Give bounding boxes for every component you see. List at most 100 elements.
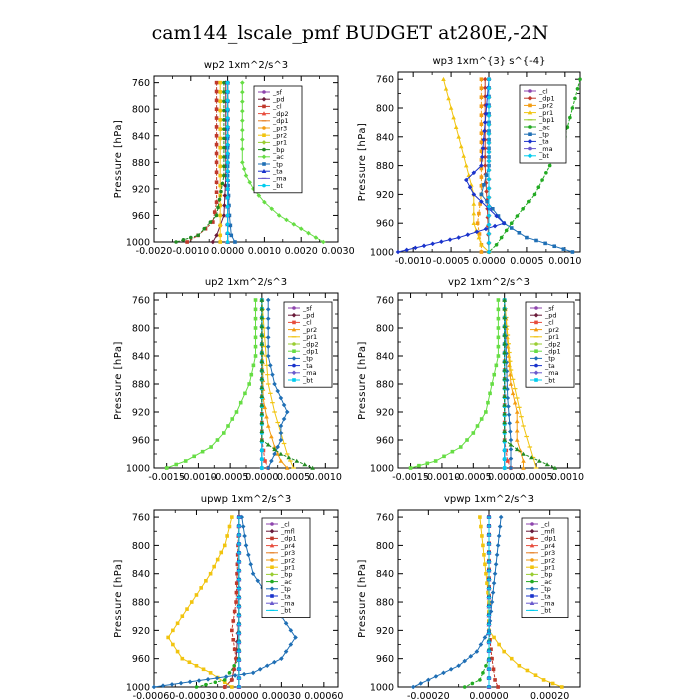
- x-tick-label: -0.0015: [148, 472, 185, 483]
- legend-marker: [261, 96, 267, 102]
- x-tick-label: 0.00000: [219, 691, 258, 700]
- legend-marker: [291, 327, 297, 332]
- series-marker: [281, 402, 287, 408]
- series-marker: [272, 381, 277, 387]
- x-tick-label: 0.0005: [277, 472, 310, 483]
- series-marker: [498, 514, 504, 520]
- series-marker: [471, 211, 477, 216]
- series-marker: [225, 178, 230, 182]
- series-marker: [529, 455, 534, 460]
- y-tick-label: 840: [376, 569, 394, 580]
- x-tick-label: 0.00000: [469, 691, 508, 700]
- legend-entry: _pr2: [538, 102, 553, 110]
- series-marker: [275, 451, 281, 456]
- series-marker: [496, 354, 501, 358]
- legend-marker: [292, 349, 296, 353]
- legend-entry: _dp1: [538, 95, 555, 103]
- series-marker: [479, 122, 484, 126]
- series-marker: [453, 124, 459, 129]
- legend-marker: [530, 565, 534, 569]
- series-marker: [215, 438, 220, 442]
- series-marker: [508, 447, 514, 452]
- series-marker: [463, 163, 469, 168]
- series-marker: [225, 80, 230, 85]
- series-marker: [214, 151, 219, 156]
- series-marker: [231, 619, 236, 623]
- series-marker: [506, 412, 512, 418]
- y-tick-label: 800: [376, 104, 394, 115]
- y-axis-label: Pressure [hPa]: [113, 120, 124, 199]
- series-marker: [222, 678, 227, 682]
- series-marker: [492, 635, 496, 640]
- y-tick-label: 840: [132, 131, 150, 142]
- series-marker: [241, 671, 247, 677]
- y-tick-label: 1000: [370, 464, 394, 475]
- legend-marker: [534, 306, 538, 310]
- x-tick-label: -0.0010: [172, 246, 209, 257]
- series-marker: [476, 235, 482, 240]
- y-tick-label: 880: [376, 598, 394, 609]
- series-marker: [187, 679, 193, 685]
- series-marker: [471, 220, 477, 225]
- series-marker: [486, 113, 492, 118]
- series-marker: [243, 173, 249, 178]
- legend-entry: _dp2: [272, 110, 289, 118]
- series-marker: [214, 200, 219, 204]
- series-marker: [208, 571, 213, 576]
- legend-marker: [534, 349, 538, 353]
- series-marker: [514, 437, 520, 442]
- series-marker: [458, 144, 464, 149]
- series-marker: [225, 151, 230, 156]
- legend-marker: [270, 558, 274, 562]
- series-marker: [505, 386, 510, 392]
- series-marker: [275, 388, 281, 394]
- series-marker: [259, 341, 265, 346]
- series-marker: [483, 562, 487, 567]
- series-marker: [499, 235, 504, 240]
- y-tick-label: 760: [132, 78, 150, 89]
- x-tick-label: -0.0010: [395, 256, 432, 267]
- legend-marker: [528, 146, 532, 151]
- legend-marker: [533, 327, 539, 332]
- series-marker: [253, 354, 258, 358]
- series-marker: [218, 108, 223, 113]
- series-marker: [214, 98, 219, 103]
- legend-marker: [269, 528, 275, 534]
- y-tick-label: 760: [376, 513, 394, 524]
- series-marker: [525, 235, 529, 240]
- series-marker: [479, 524, 483, 529]
- page-title: cam144_lscale_pmf BUDGET at280E,-2N: [151, 22, 549, 44]
- series-marker: [232, 673, 238, 678]
- legend-marker: [270, 579, 274, 584]
- series-marker: [278, 458, 284, 463]
- legend-entry: _bt: [272, 182, 283, 190]
- series-marker: [208, 220, 213, 224]
- series-marker: [180, 656, 185, 661]
- legend-entry: _bp: [540, 571, 553, 579]
- series-marker: [482, 85, 488, 91]
- series-marker: [514, 409, 520, 414]
- series-marker: [259, 306, 265, 311]
- series-marker: [240, 80, 245, 85]
- series-marker: [441, 670, 446, 676]
- y-tick-label: 920: [376, 190, 394, 201]
- series-marker: [486, 95, 492, 100]
- series-line: [166, 300, 256, 469]
- legend-entry: _pr2: [280, 556, 295, 564]
- series-marker: [521, 458, 526, 463]
- legend-marker: [529, 528, 535, 534]
- legend-marker: [269, 572, 275, 577]
- series-marker: [222, 80, 226, 85]
- y-axis-label: Pressure [hPa]: [357, 341, 368, 420]
- series-marker: [214, 142, 219, 147]
- series-marker: [232, 647, 237, 652]
- series-marker: [413, 245, 418, 251]
- legend-marker: [261, 168, 267, 173]
- series-marker: [265, 316, 271, 321]
- series-marker: [490, 207, 495, 211]
- series-marker: [265, 353, 271, 359]
- series-marker: [175, 649, 180, 654]
- series-marker: [475, 221, 480, 225]
- series-marker: [494, 363, 499, 368]
- series-marker: [238, 400, 243, 405]
